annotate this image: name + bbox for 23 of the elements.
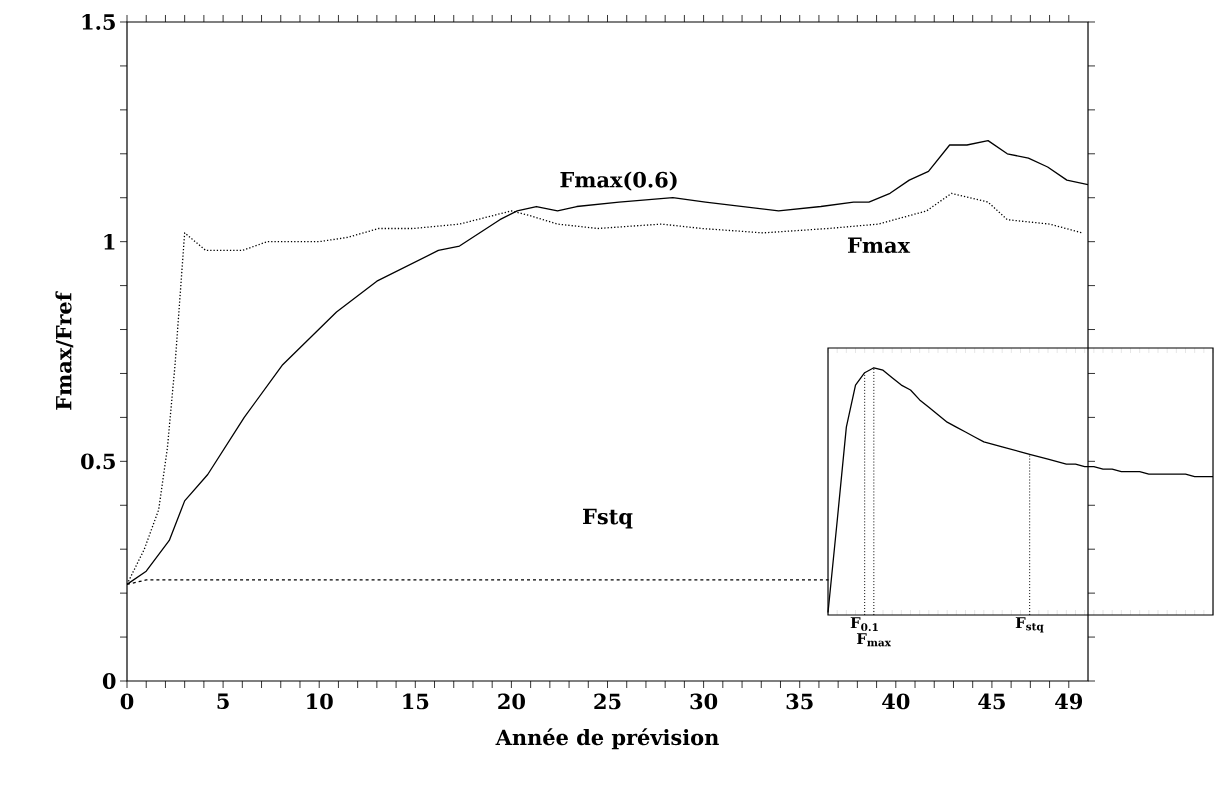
y-axis-title: Fmax/Fref	[55, 291, 74, 410]
series-label: Fmax	[847, 237, 911, 254]
x-tick-label: 15	[403, 693, 429, 710]
x-tick-label: F$_{max}$	[856, 633, 891, 647]
x-tick-label: 5	[217, 693, 229, 710]
x-tick-label: 20	[498, 693, 525, 710]
text: Fstq	[583, 508, 633, 529]
x-axis-title: Année de prévision	[495, 728, 719, 750]
x-tick-label: 25	[594, 693, 621, 710]
x-tick-label: 49	[1055, 693, 1083, 710]
x-tick-label: 10	[307, 693, 333, 710]
x-tick-label: 30	[690, 693, 718, 710]
y-tick-label: 0	[102, 673, 116, 689]
y-tick-label: 1	[104, 233, 115, 250]
x-tick-label: 40	[882, 693, 910, 710]
series-label: Fmax(0.6)	[560, 171, 677, 191]
x-tick-label: 45	[978, 693, 1005, 710]
x-tick-label: 35	[786, 693, 813, 710]
y-tick-label: 1.5	[82, 14, 115, 30]
x-tick-label: F$_{0.1}$	[850, 617, 878, 632]
y-tick-label: 0.5	[81, 453, 115, 470]
x-tick-label: F$_{stq}$	[1015, 617, 1044, 633]
x-tick-label: 0	[120, 693, 134, 710]
